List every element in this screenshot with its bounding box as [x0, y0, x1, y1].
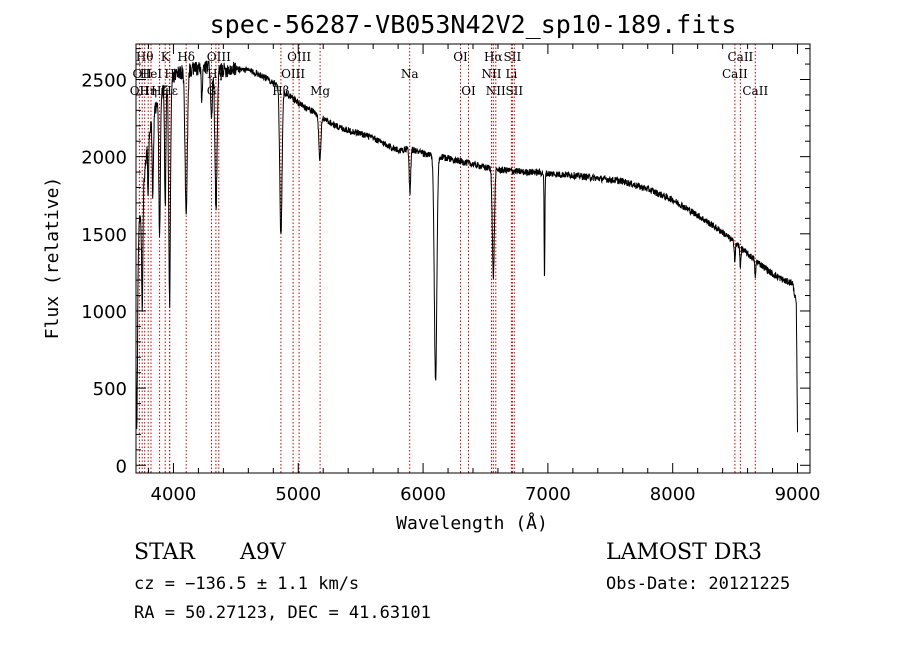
line-marker-label: Hθ — [136, 50, 154, 64]
y-tick-label: 2000 — [81, 148, 127, 169]
y-tick-label: 1500 — [81, 225, 127, 246]
line-marker-label: Hζ — [151, 84, 168, 98]
line-marker-label: OIII — [207, 50, 231, 64]
x-tick-label: 5000 — [275, 484, 321, 505]
x-tick-label: 7000 — [525, 484, 571, 505]
survey-name: LAMOST DR3 — [606, 540, 762, 565]
line-marker-label: OII — [130, 84, 150, 98]
coordinates: RA = 50.27123, DEC = 41.63101 — [134, 603, 431, 623]
axis-ticks: 4000 5000 6000 7000 8000 9000 0 500 1000 1500 2000… — [81, 44, 820, 505]
y-tick-label: 0 — [116, 456, 127, 477]
line-marker-label: K — [161, 50, 171, 64]
line-marker-label: OIII — [281, 67, 305, 81]
y-tick-label: 2500 — [81, 70, 127, 91]
line-marker-label: Hα — [484, 50, 503, 64]
x-tick-label: 8000 — [650, 484, 696, 505]
line-marker-label: Hδ — [177, 50, 195, 64]
line-marker-label: OI — [453, 50, 468, 64]
obs-date: Obs-Date: 20121225 — [606, 574, 791, 594]
line-marker-label: OI — [461, 84, 476, 98]
line-marker-label: CaII — [742, 84, 768, 98]
spectrum-line — [135, 60, 798, 433]
line-marker-label: G — [207, 84, 217, 98]
line-marker-label: Li — [505, 67, 517, 81]
line-marker-label: Na — [401, 67, 419, 81]
line-marker-label: SII — [504, 50, 522, 64]
line-marker-label: Hε — [161, 84, 178, 98]
object-class: STAR — [134, 540, 195, 565]
line-marker-label: OII — [133, 67, 153, 81]
chart-title: spec-56287-VB053N42V2_sp10-189.fits — [210, 10, 737, 39]
y-tick-label: 500 — [93, 379, 127, 400]
x-tick-label: 9000 — [775, 484, 821, 505]
redshift-text: cz = −136.5 ± 1.1 km/s — [134, 574, 360, 594]
line-marker-label: Hη — [139, 84, 157, 98]
line-marker-label: NII — [482, 67, 502, 81]
line-marker-label: SII — [505, 84, 523, 98]
line-marker-label: HeI — [140, 67, 163, 81]
x-axis-label: Wavelength (Å) — [396, 512, 548, 534]
line-labels: OIIOIIHθHηHeIHζKHHεHδGHγOIIIHβOIIIOIIIMg… — [130, 50, 769, 98]
line-marker-label: NII — [486, 84, 506, 98]
x-tick-label: 4000 — [151, 484, 197, 505]
line-markers — [138, 44, 756, 473]
x-tick-label: 6000 — [400, 484, 446, 505]
line-marker-label: Mg — [310, 84, 330, 98]
line-marker-label: OIII — [287, 50, 311, 64]
subclass: A9V — [240, 540, 286, 565]
line-marker-label: CaII — [727, 50, 753, 64]
y-tick-label: 1000 — [81, 302, 127, 323]
line-marker-label: H — [164, 67, 174, 81]
plot-frame — [135, 43, 811, 474]
y-axis-label: Flux (relative) — [42, 177, 63, 340]
line-marker-label: CaII — [722, 67, 748, 81]
